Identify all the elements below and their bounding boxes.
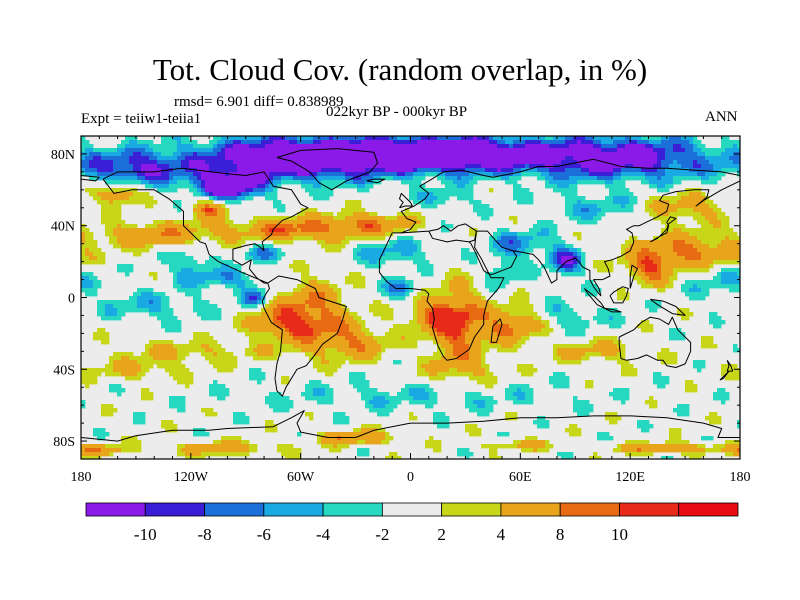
lon-tick-label: 180 — [71, 470, 92, 485]
coastline — [490, 318, 503, 343]
colorbar-swatch — [559, 502, 620, 517]
coastline — [81, 175, 100, 182]
coastline — [512, 180, 740, 297]
coastline — [399, 192, 413, 209]
lon-tick-label: 120W — [174, 470, 209, 485]
rmsd-diff-stats: rmsd= 6.901 diff= 0.838989 — [174, 94, 344, 110]
cloud-anomaly-field — [81, 136, 740, 459]
period-label: 022kyr BP - 000kyr BP — [326, 104, 468, 120]
colorbar: -10 -8 -6 -4 -2 2 4 8 10 — [85, 502, 739, 544]
colorbar-label: -8 — [197, 525, 211, 544]
coastline — [392, 158, 740, 234]
coastline — [366, 178, 386, 184]
colorbar-label: -6 — [257, 525, 271, 544]
coastline — [81, 410, 740, 442]
colorbar-swatch — [85, 502, 146, 517]
colorbar-swatch — [322, 502, 383, 517]
coastline — [604, 307, 622, 313]
lat-tick-label: 0 — [68, 292, 75, 307]
map-title: Tot. Cloud Cov. (random overlap, in %) — [152, 52, 648, 87]
coastline — [609, 286, 629, 304]
lat-tick-label: 80N — [51, 148, 75, 163]
colorbar-swatch — [441, 502, 502, 517]
coastline — [401, 223, 477, 243]
coastline — [719, 370, 730, 381]
colorbar-label: -4 — [316, 525, 331, 544]
coastline — [102, 167, 309, 284]
colorbar-swatch — [204, 502, 265, 517]
colorbar-swatch — [381, 502, 443, 517]
colorbar-swatch — [500, 502, 561, 517]
colorbar-label: 10 — [611, 525, 628, 544]
colorbar-swatch — [263, 502, 324, 517]
colorbar-swatch — [144, 502, 205, 517]
coastline — [474, 230, 518, 275]
coastline — [261, 275, 347, 397]
lat-tick-label: 80S — [53, 435, 75, 450]
colorbar-label: -2 — [375, 525, 389, 544]
colorbar-label: 4 — [497, 525, 506, 544]
colorbar-swatch — [678, 502, 739, 517]
lon-tick-label: 0 — [407, 470, 414, 485]
coastline — [618, 316, 692, 368]
lat-tick-label: 40N — [51, 220, 75, 235]
colorbar-swatch — [619, 502, 680, 517]
coastline — [650, 216, 677, 243]
season-label: ANN — [705, 109, 738, 125]
coastline-layer — [81, 148, 740, 442]
colorbar-label: 8 — [556, 525, 565, 544]
lon-tick-label: 180 — [730, 470, 751, 485]
experiment-label: Expt = teiiw1-teiia1 — [81, 111, 202, 127]
lon-tick-label: 60E — [509, 470, 532, 485]
lat-tick-label: 40S — [53, 363, 75, 378]
lon-tick-label: 120E — [615, 470, 645, 485]
axis-ticks: 180 120W 60W 0 60E 120E 180 80N 40N 0 40S 80S — [51, 135, 751, 485]
coastline — [726, 360, 734, 372]
colorbar-label: 2 — [437, 525, 446, 544]
coastline — [378, 232, 505, 361]
coastline — [650, 298, 686, 316]
lon-tick-label: 60W — [287, 470, 315, 485]
coastline — [629, 264, 638, 289]
colorbar-label: -10 — [134, 525, 157, 544]
coastline — [276, 148, 379, 191]
